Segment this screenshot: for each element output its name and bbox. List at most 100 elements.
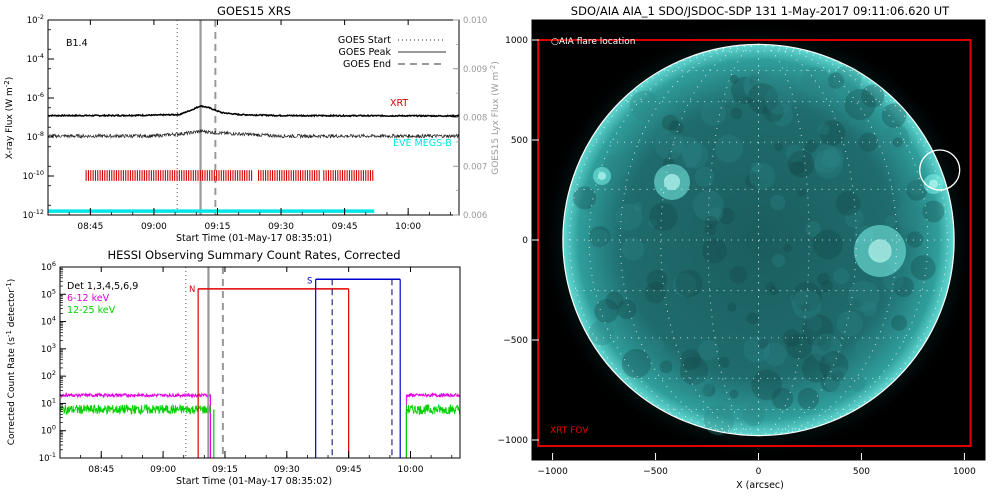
aia-texture-patch [702,383,716,397]
hessi-12-25-line [60,403,211,416]
aia-texture-patch [906,231,924,248]
aia-texture-patch [805,139,818,153]
aia-texture-patch [905,174,926,195]
goes-y-axis: 10-2 10-4 10-6 10-8 10-10 10-12 [23,13,54,221]
aia-sun-disk [562,44,955,436]
aia-texture-patch [769,286,779,296]
goes-y2-tick-label: 0.009 [463,65,487,75]
aia-texture-patch [820,373,840,393]
hessi-6-12-line [60,391,211,399]
aia-texture-patch [692,375,714,397]
aia-texture-patch [787,150,815,178]
aia-texture-patch [770,104,794,127]
aia-texture-patch [825,353,839,368]
aia-texture-patch [858,132,879,152]
aia-texture-patch [791,289,822,319]
aia-texture-patch [827,72,845,89]
hessi-night-label: N [189,285,195,295]
goes-x-tick-label: 10:00 [395,222,421,232]
hessi-y-tick-label: 102 [41,369,56,382]
aia-texture-patch [774,142,783,152]
goes-legend: GOES Start GOES Peak GOES End [338,35,446,70]
aia-image-panel: SDO/AIA AIA_1 SDO/JSDOC-SDP 131 1-May-20… [498,4,986,491]
aia-texture-patch [743,73,771,101]
aia-active-region-core [663,173,681,191]
hessi-x-tick-label: 09:00 [150,465,176,475]
aia-texture-patch [816,335,832,351]
aia-image [537,20,978,460]
aia-texture-patch [714,134,743,163]
aia-texture-patch [700,100,727,126]
aia-texture-patch [922,200,945,223]
aia-texture-patch [644,282,667,304]
aia-grid-longitude [707,43,759,437]
hessi-plot-data [60,267,460,458]
aia-texture-patch [729,74,739,84]
aia-texture-patch [605,291,624,310]
aia-y-tick-label: −1000 [498,436,529,446]
goes-y2-tick-label: 0.007 [463,162,487,172]
aia-texture-patch [844,88,876,121]
aia-texture-patch [861,301,878,317]
aia-texture-patch [727,302,737,312]
aia-texture-patch [589,320,615,346]
aia-texture-patch [893,276,914,298]
aia-texture-patch [819,351,849,381]
aia-legend-label: ○AIA flare location [551,37,635,47]
aia-y-tick-label: 0 [522,236,528,246]
aia-texture-patch [745,173,761,189]
aia-title: SDO/AIA AIA_1 SDO/JSDOC-SDP 131 1-May-20… [571,4,950,18]
aia-texture-patch [765,282,775,292]
aia-texture-patch [881,103,907,128]
aia-texture-patch [819,120,846,146]
goes-y-tick-label: 10-8 [27,130,44,143]
aia-active-region-core [597,171,607,181]
hessi-legend: Det 1,3,4,5,6,9 6-12 keV 12-25 keV [67,281,138,316]
aia-texture-patch [802,314,834,347]
hessi-x-tick-label: 09:45 [336,465,362,475]
goes-y-label: X-ray Flux (W m-2) [3,77,15,159]
aia-texture-patch [746,312,759,325]
goes-x-tick-label: 08:45 [77,222,103,232]
aia-texture-patch [884,215,897,228]
goes-xrt-label: XRT [390,98,408,109]
aia-texture-patch [680,349,702,370]
aia-texture-patch [679,356,709,385]
goes-legend-peak: GOES Peak [339,47,392,58]
aia-texture-patch [694,166,715,187]
aia-texture-patch [729,389,739,399]
aia-texture-patch [585,205,595,214]
aia-y-axis: 1000 500 0 −500 −1000 [498,36,539,446]
hessi-y-tick-label: 103 [41,342,56,355]
hessi-x-axis: 08:45 09:00 09:15 09:30 09:45 10:00 [80,267,453,475]
aia-x-tick-label: 1000 [953,467,976,477]
goes-y2-axis: 0.010 0.009 0.008 0.007 0.006 [453,16,487,221]
hessi-y-tick-label: 104 [41,315,56,328]
aia-texture-patch [621,348,652,379]
aia-texture-patch [617,299,637,320]
goes-y-tick-label: 10-12 [23,208,44,221]
aia-texture-patch [718,356,730,368]
aia-texture-patch [844,208,864,228]
aia-texture-patch [703,404,735,436]
aia-x-tick-label: −1000 [537,467,568,477]
aia-x-tick-label: −500 [643,467,668,477]
aia-texture-patch [820,280,834,293]
aia-x-label: X (arcsec) [736,480,784,491]
hessi-x-tick-label: 08:45 [88,465,114,475]
hessi-y-tick-label: 10-1 [39,451,56,464]
goes-title: GOES15 XRS [217,4,291,18]
aia-texture-patch [797,188,806,197]
hessi-x-label: Start Time (01-May-17 08:35:02) [176,476,332,487]
aia-texture-patch [817,272,830,286]
aia-texture-patch [818,123,830,136]
aia-texture-patch [802,354,831,383]
aia-texture-patch [783,244,792,253]
aia-grid-longitude [758,43,948,437]
aia-texture-patch [811,333,843,365]
aia-active-region-core [868,239,892,263]
aia-texture-patch [910,255,936,281]
aia-texture-patch [896,202,923,229]
aia-y-tick-label: 500 [511,136,528,146]
aia-texture-patch [801,67,830,97]
